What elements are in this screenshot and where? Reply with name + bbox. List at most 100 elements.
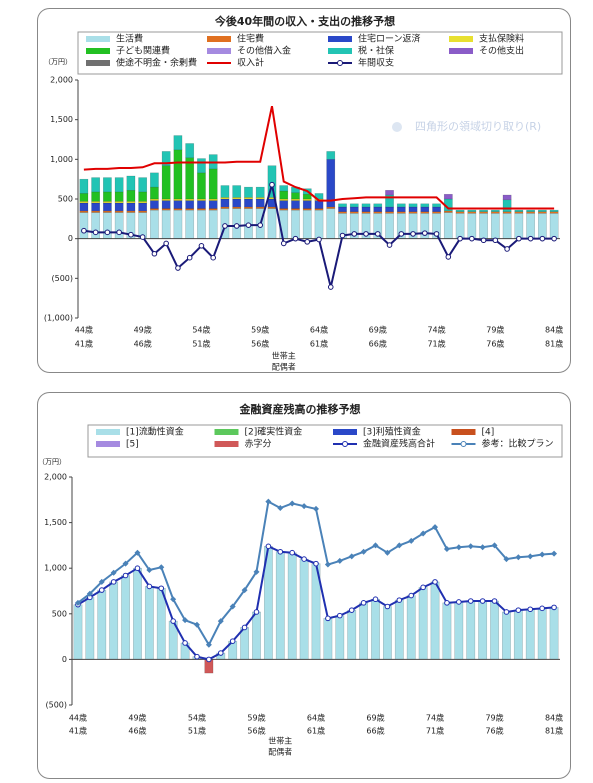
line-marker (492, 237, 499, 244)
bar-segment (479, 209, 488, 212)
bar-segment (502, 213, 512, 239)
bar-segment (103, 177, 112, 193)
legend-label: 住宅ローン返済 (358, 33, 421, 45)
bar-segment (538, 213, 547, 239)
legend-swatch (214, 429, 239, 435)
overlay-text: 四角形の領域切り取り(R) (415, 119, 541, 133)
bar-segment (455, 209, 465, 212)
line-marker (86, 590, 93, 597)
line-marker (198, 243, 205, 249)
bar-segment (185, 157, 195, 200)
bar-segment (255, 186, 265, 198)
bar-segment (150, 209, 159, 239)
y-tick-label: 1,000 (44, 564, 67, 573)
line-marker (134, 549, 141, 556)
line-marker (467, 543, 474, 550)
bar-segment (385, 206, 394, 212)
y-tick-label: 0 (62, 655, 67, 664)
line-marker (175, 265, 181, 271)
bar-segment (185, 209, 195, 239)
x-tick-label: 64歳 (307, 713, 325, 723)
legend-label: 生活費 (116, 33, 143, 45)
line-marker (539, 605, 545, 612)
bar-segment (502, 611, 511, 660)
line-marker (217, 618, 224, 625)
line-marker (348, 553, 355, 560)
bar-segment (150, 172, 159, 188)
bar-segment (287, 552, 297, 660)
x-tick-label: 44歳 (69, 713, 87, 723)
bar-segment (526, 209, 535, 212)
line-marker (455, 544, 462, 551)
bar-segment (161, 209, 171, 239)
line-marker (98, 578, 105, 585)
line-marker (186, 254, 193, 261)
bar-segment (549, 213, 559, 239)
legend-label: その他支出 (479, 45, 524, 57)
line-marker (396, 597, 403, 603)
line-marker (269, 181, 275, 188)
legend-marker (460, 441, 467, 447)
bar-segment (323, 618, 333, 660)
bar-segment (97, 589, 107, 660)
legend-swatch (451, 429, 476, 435)
bar-segment (347, 609, 357, 660)
bar-segment (359, 602, 369, 660)
x-tick-label: 76歳 (486, 339, 504, 349)
bar-segment (396, 206, 406, 212)
legend-label: 支払保険料 (479, 33, 524, 45)
bar-segment (443, 212, 453, 239)
line-marker (222, 223, 228, 229)
line-marker (265, 543, 272, 550)
line-marker (480, 237, 487, 244)
x-axis-title: 配偶者 (268, 747, 292, 757)
bar-segment (302, 200, 312, 209)
line-marker (432, 524, 439, 531)
x-tick-label: 54歳 (188, 713, 206, 723)
legend-marker (342, 441, 348, 447)
y-tick-label: 500 (58, 195, 73, 204)
bar-segment (338, 203, 347, 208)
line-marker (360, 548, 367, 555)
chart-title: 今後40年間の収入・支出の推移予想 (214, 14, 395, 28)
bar-segment (291, 200, 300, 209)
legend-swatch (207, 48, 231, 54)
line-marker (98, 587, 105, 593)
line-marker (146, 567, 153, 574)
bar-segment (103, 202, 112, 212)
line-marker (479, 544, 486, 551)
x-tick-label: 79歳 (485, 713, 503, 723)
bar-segment (349, 203, 359, 208)
line-marker (74, 599, 81, 606)
line-marker (316, 236, 322, 243)
line-marker (194, 653, 200, 660)
bar-segment (514, 213, 524, 239)
bar-segment (197, 209, 206, 239)
bar-segment (514, 209, 524, 212)
bar-segment (79, 202, 89, 212)
line-marker (158, 585, 165, 592)
series-line (83, 105, 555, 210)
legend-label: 赤字分 (245, 438, 272, 450)
legend-label: 参考：比較プラン (482, 438, 554, 450)
legend-swatch (333, 429, 357, 435)
axis-unit: （万円） (38, 458, 66, 466)
line-marker (265, 498, 272, 505)
bar-segment (114, 202, 124, 212)
legend-label: 使途不明金・余剰費 (116, 57, 197, 69)
y-tick-label: 1,000 (50, 155, 73, 164)
bar-segment (326, 151, 336, 160)
line-marker (233, 223, 240, 229)
legend-label: 収入計 (237, 57, 264, 69)
bar-segment (232, 198, 242, 208)
bar-segment (173, 135, 183, 151)
line-marker (527, 553, 534, 560)
line-marker (151, 250, 158, 257)
x-axis-title: 世帯主 (268, 736, 292, 746)
bar-segment (208, 209, 218, 239)
bar-segment (232, 185, 242, 198)
bar-segment (538, 209, 547, 212)
bar-segment (490, 209, 500, 212)
line-marker (422, 230, 428, 236)
